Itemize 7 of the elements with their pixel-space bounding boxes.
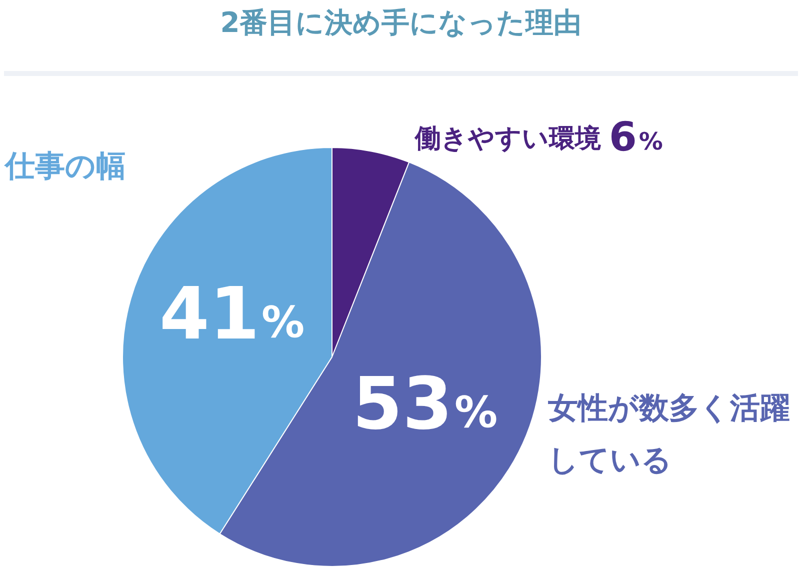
slice-label: 働きやすい環境 [414,124,601,154]
data-label: 53% [352,362,498,446]
chart-title: 2番目に決め手になった理由 [219,5,583,41]
slice-label: 仕事の幅 [3,148,126,184]
slice-label: 女性が数多く活躍している [547,390,790,478]
data-label: 41% [159,272,305,356]
data-label: 6% [609,114,663,160]
